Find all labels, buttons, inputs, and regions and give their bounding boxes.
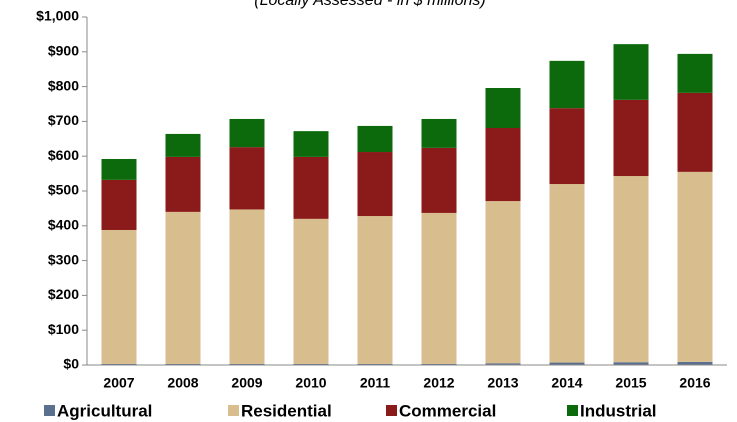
bar-segment bbox=[485, 363, 521, 365]
bar-segment bbox=[101, 229, 137, 364]
bar-segment bbox=[101, 179, 137, 230]
legend-swatch bbox=[228, 405, 239, 416]
bar-segment bbox=[613, 44, 649, 100]
bar-segment bbox=[293, 131, 329, 157]
bar-segment bbox=[165, 156, 201, 212]
bar-segment bbox=[165, 211, 201, 364]
x-tick-label: 2007 bbox=[103, 375, 134, 391]
bar-segment bbox=[229, 118, 265, 148]
legend-swatch bbox=[567, 405, 578, 416]
bar-segment bbox=[485, 128, 521, 202]
bar-segment bbox=[293, 218, 329, 364]
y-tick-label: $100 bbox=[48, 321, 79, 337]
bar-segment bbox=[549, 108, 585, 185]
legend-label: Commercial bbox=[399, 401, 496, 420]
x-tick-label: 2009 bbox=[231, 375, 262, 391]
x-tick-label: 2011 bbox=[360, 375, 391, 391]
bar-segment bbox=[229, 363, 265, 365]
y-tick-label: $600 bbox=[48, 147, 79, 163]
chart-subtitle: (Locally Assessed - in $ millions) bbox=[254, 0, 485, 9]
bar-segment bbox=[613, 99, 649, 177]
bar-segment bbox=[677, 171, 713, 362]
y-tick-label: $800 bbox=[48, 77, 79, 93]
legend-label: Residential bbox=[241, 401, 332, 420]
bar-segment bbox=[101, 158, 137, 180]
x-tick-label: 2008 bbox=[167, 375, 198, 391]
bar-segment bbox=[165, 363, 201, 365]
bar-segment bbox=[165, 133, 201, 157]
y-tick-label: $900 bbox=[48, 43, 79, 59]
bar-segment bbox=[549, 60, 585, 109]
bar-segment bbox=[549, 362, 585, 365]
bar-segment bbox=[357, 152, 393, 217]
y-tick-label: $500 bbox=[48, 182, 79, 198]
legend-swatch bbox=[386, 405, 397, 416]
bar-segment bbox=[229, 147, 265, 210]
bar-segment bbox=[485, 87, 521, 129]
legend-swatch bbox=[44, 405, 55, 416]
y-tick-label: $400 bbox=[48, 217, 79, 233]
x-tick-label: 2015 bbox=[615, 375, 646, 391]
bar-segment bbox=[677, 92, 713, 172]
bar-segment bbox=[293, 363, 329, 365]
legend-label: Agricultural bbox=[57, 401, 152, 420]
y-tick-label: $1,000 bbox=[36, 8, 79, 24]
bar-segment bbox=[357, 125, 393, 153]
bar-segment bbox=[677, 53, 713, 93]
bar-segment bbox=[293, 156, 329, 219]
bar-segment bbox=[613, 176, 649, 363]
y-tick-label: $0 bbox=[63, 356, 79, 372]
legend-label: Industrial bbox=[580, 401, 657, 420]
bar-segment bbox=[549, 184, 585, 363]
y-tick-label: $200 bbox=[48, 286, 79, 302]
bar-segment bbox=[613, 362, 649, 365]
bar-segment bbox=[229, 209, 265, 364]
y-tick-label: $300 bbox=[48, 251, 79, 267]
x-tick-label: 2013 bbox=[487, 375, 518, 391]
x-tick-label: 2016 bbox=[679, 375, 710, 391]
bar-segment bbox=[421, 147, 457, 213]
bar-segment bbox=[485, 201, 521, 364]
bar-segment bbox=[357, 363, 393, 365]
bar-segment bbox=[357, 216, 393, 364]
bar-segment bbox=[677, 361, 713, 365]
bar-segment bbox=[421, 118, 457, 148]
x-tick-label: 2010 bbox=[295, 375, 326, 391]
bar-segment bbox=[421, 212, 457, 364]
x-tick-label: 2012 bbox=[423, 375, 454, 391]
bar-segment bbox=[421, 363, 457, 365]
x-tick-label: 2014 bbox=[551, 375, 582, 391]
bar-segment bbox=[101, 363, 137, 365]
y-tick-label: $700 bbox=[48, 112, 79, 128]
